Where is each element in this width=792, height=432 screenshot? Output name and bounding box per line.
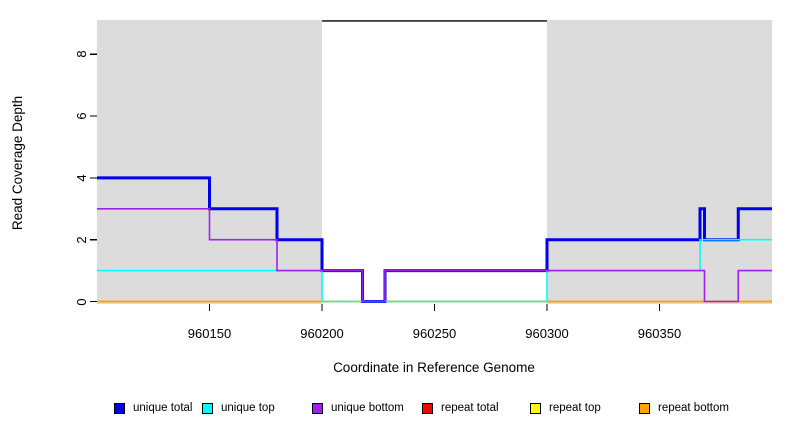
unique-top-swatch-icon: [202, 402, 213, 414]
legend-label: repeat bottom: [658, 402, 729, 414]
plot-legend: unique total unique top unique bottom re…: [0, 398, 792, 416]
repeat-top-swatch-icon: [530, 402, 541, 414]
unique-bottom-swatch-icon: [312, 402, 323, 414]
series-unique-bottom: [97, 208, 772, 303]
legend-label: repeat total: [441, 402, 499, 414]
y-tick-label: 8: [74, 50, 89, 58]
x-tick-label: 960350: [637, 326, 682, 341]
y-tick-label: 2: [74, 236, 89, 244]
x-tick-label: 960200: [300, 326, 344, 341]
repeat-bottom-swatch-icon: [639, 402, 650, 414]
legend-item-repeat-bottom: repeat bottom: [639, 400, 729, 416]
x-tick-label: 960150: [187, 326, 232, 341]
y-tick-label: 0: [74, 297, 89, 306]
y-tick-label: 4: [74, 174, 89, 182]
legend-item-repeat-top: repeat top: [530, 400, 601, 416]
x-axis-title: Coordinate in Reference Genome: [333, 360, 535, 375]
legend-item-unique-total: unique total: [114, 400, 192, 416]
legend-item-unique-top: unique top: [202, 400, 275, 416]
legend-label: repeat top: [549, 402, 601, 414]
shaded-flank-region: [547, 20, 772, 304]
y-axis-title: Read Coverage Depth: [10, 95, 25, 231]
legend-item-repeat-total: repeat total: [422, 400, 499, 416]
x-tick-label: 960300: [525, 326, 569, 341]
shaded-flank-region: [97, 20, 322, 304]
y-tick-label: 6: [74, 112, 89, 120]
legend-label: unique top: [221, 402, 275, 414]
x-tick-label: 960250: [412, 326, 457, 341]
unique-total-swatch-icon: [114, 402, 125, 414]
repeat-total-swatch-icon: [422, 402, 433, 414]
legend-label: unique total: [133, 402, 193, 414]
series-unique-top: [97, 238, 772, 303]
legend-label: unique bottom: [331, 402, 404, 414]
legend-item-unique-bottom: unique bottom: [312, 400, 404, 416]
